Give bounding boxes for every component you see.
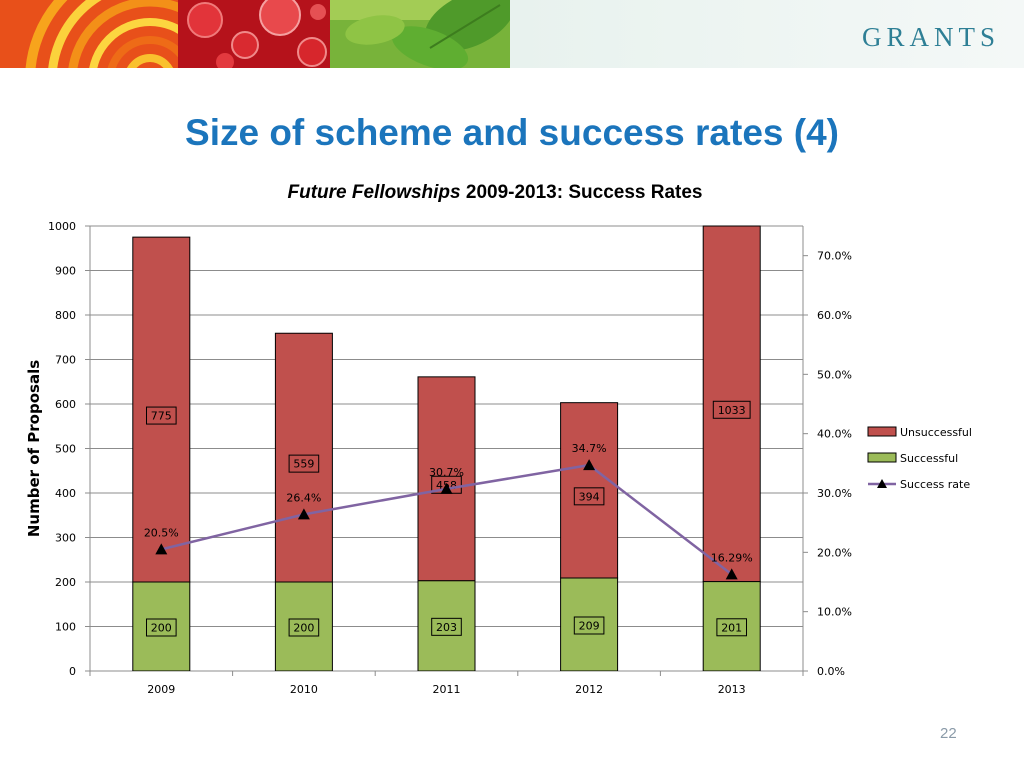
data-label-successful: 209 <box>579 619 600 632</box>
y-axis-title: Number of Proposals <box>25 360 43 537</box>
data-label-unsuccessful-box <box>146 406 177 425</box>
legend-swatch <box>867 452 897 463</box>
data-label-successful-box <box>431 617 462 636</box>
data-label-unsuccessful: 1033 <box>718 404 746 417</box>
bar-successful <box>702 581 761 671</box>
bar-successful <box>132 581 191 671</box>
data-label-successful-box <box>573 616 605 635</box>
banner-art: GRANTS <box>0 0 1024 68</box>
x-tick-label: 2011 <box>433 683 461 696</box>
slide-title: Size of scheme and success rates (4) <box>185 112 839 153</box>
data-label-successful: 200 <box>151 622 172 635</box>
data-label-unsuccessful: 394 <box>579 490 600 503</box>
data-label-unsuccessful: 559 <box>293 458 314 471</box>
data-label-unsuccessful-box <box>288 454 320 473</box>
x-tick-label: 2012 <box>575 683 603 696</box>
y2-tick-label: 70.0% <box>817 250 852 263</box>
bar-unsuccessful <box>702 225 761 583</box>
chart-title: Future Fellowships 2009-2013: Success Ra… <box>0 182 990 204</box>
legend-marker <box>877 479 887 488</box>
header-banner: GRANTS <box>0 0 1024 68</box>
legend-label: Successful <box>900 452 958 465</box>
x-tick-label: 2010 <box>290 683 318 696</box>
legend-label: Success rate <box>900 478 970 491</box>
x-tick-label: 2013 <box>718 683 746 696</box>
y-tick-label: 600 <box>55 398 76 411</box>
data-label-successful-box <box>288 618 320 637</box>
y-tick-label: 900 <box>55 265 76 278</box>
data-label-successful-box <box>146 618 177 637</box>
success-rate-label: 20.5% <box>144 526 179 539</box>
y-tick-label: 200 <box>55 576 76 589</box>
data-label-successful: 201 <box>721 621 742 634</box>
y2-tick-label: 20.0% <box>817 546 852 559</box>
success-rate-label: 26.4% <box>286 491 321 504</box>
y2-tick-label: 0.0% <box>817 665 845 678</box>
x-tick-label: 2009 <box>147 683 175 696</box>
success-rate-marker <box>440 482 453 494</box>
bar-unsuccessful <box>132 236 191 583</box>
data-label-successful: 200 <box>293 622 314 635</box>
legend-swatch <box>867 426 897 437</box>
success-rate-marker <box>297 508 310 520</box>
orange-swirl-art <box>0 0 178 68</box>
legend-label: Unsuccessful <box>900 426 972 439</box>
y-tick-label: 300 <box>55 532 76 545</box>
y-tick-label: 800 <box>55 309 76 322</box>
page-number: 22 <box>940 725 957 742</box>
y2-tick-label: 50.0% <box>817 368 852 381</box>
y2-tick-label: 30.0% <box>817 487 852 500</box>
data-label-unsuccessful-box <box>712 400 751 419</box>
y2-tick-label: 10.0% <box>817 606 852 619</box>
y-tick-label: 700 <box>55 354 76 367</box>
green-leaf-art <box>330 0 510 68</box>
success-rate-label: 30.7% <box>429 466 464 479</box>
data-label-successful: 203 <box>436 621 457 634</box>
grants-logo: GRANTS <box>862 22 1000 52</box>
y2-tick-label: 40.0% <box>817 428 852 441</box>
data-label-unsuccessful-box <box>573 487 605 506</box>
y-tick-label: 1000 <box>48 220 76 233</box>
y-tick-label: 100 <box>55 621 76 634</box>
success-rate-label: 34.7% <box>572 442 607 455</box>
y-tick-label: 500 <box>55 443 76 456</box>
red-cells-art <box>178 0 330 68</box>
bar-unsuccessful <box>417 376 476 582</box>
y-tick-label: 400 <box>55 487 76 500</box>
data-label-successful-box <box>716 618 748 637</box>
chart-title-italic: Future Fellowships <box>287 182 461 203</box>
banner-background <box>510 0 1024 68</box>
y-tick-label: 0 <box>69 665 76 678</box>
success-rate-marker <box>583 459 596 471</box>
bar-successful <box>417 580 476 671</box>
bar-unsuccessful <box>560 402 619 579</box>
data-label-unsuccessful: 775 <box>151 410 172 423</box>
chart-title-rest: 2009-2013: Success Rates <box>460 182 703 203</box>
success-rate-label: 16.29% <box>711 551 753 564</box>
success-rate-marker <box>725 568 738 580</box>
success-rate-marker <box>155 543 168 555</box>
bar-unsuccessful <box>274 332 333 583</box>
y2-tick-label: 60.0% <box>817 309 852 322</box>
bar-successful <box>274 581 333 671</box>
